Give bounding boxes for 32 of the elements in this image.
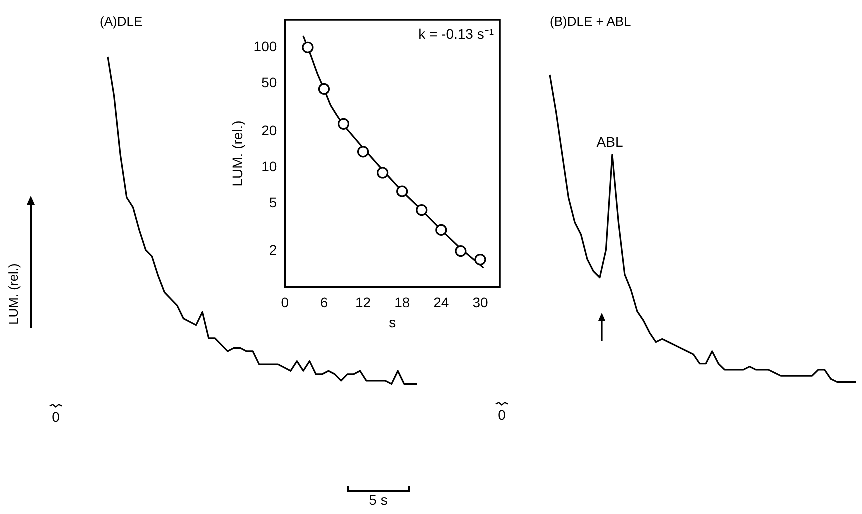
point xyxy=(436,224,448,236)
annotation: k = -0.13 s⁻¹ xyxy=(418,26,494,42)
y-tick-label: 5 xyxy=(269,194,278,210)
y-tick-label: 100 xyxy=(254,38,278,54)
point xyxy=(416,204,428,216)
y-tick-label: 10 xyxy=(262,158,278,174)
x-tick-label: 6 xyxy=(320,294,328,311)
point xyxy=(357,146,370,158)
x-tick-label: 24 xyxy=(434,294,450,311)
annotation: ABL xyxy=(596,134,624,150)
chart-title: (A)DLE xyxy=(100,14,143,29)
x-tick-label: 0 xyxy=(281,294,290,311)
text: 5 s xyxy=(369,492,388,508)
point xyxy=(377,167,389,179)
point xyxy=(302,42,314,54)
y-tick-label: 20 xyxy=(262,122,278,138)
x-tick-label: 18 xyxy=(394,294,410,311)
point xyxy=(474,254,486,266)
x-tick-label: 30 xyxy=(472,294,488,311)
x-axis-title: s xyxy=(389,314,396,330)
point xyxy=(318,83,330,96)
y-axis-title: LUM. (rel.) xyxy=(6,264,21,325)
point xyxy=(338,118,350,130)
text: 0 xyxy=(52,409,60,426)
y-tick-label: 50 xyxy=(262,74,278,91)
text: 0 xyxy=(498,407,506,424)
y-axis-title: LUM. (rel.) xyxy=(229,120,246,187)
point xyxy=(396,186,408,198)
chart-title: (B)DLE + ABL xyxy=(550,14,632,29)
y-tick-label: 2 xyxy=(269,242,278,258)
point xyxy=(455,246,467,258)
x-tick-label: 12 xyxy=(355,294,372,311)
